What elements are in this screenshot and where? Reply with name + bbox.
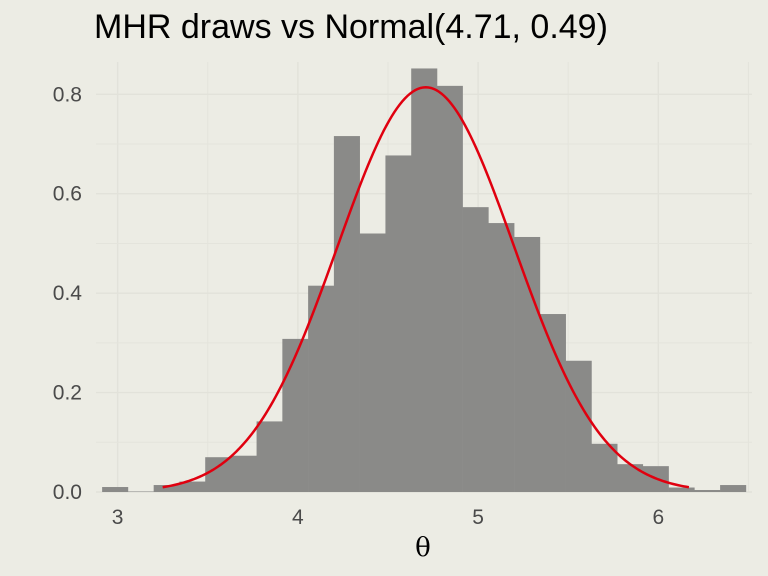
histogram-bar	[617, 464, 644, 492]
normal-density-curve	[162, 86, 690, 489]
x-axis-ticks: 3 4 5 6	[112, 506, 664, 529]
histogram-bar	[282, 338, 309, 492]
histogram-bars	[102, 68, 747, 493]
histogram-bar	[308, 285, 335, 492]
x-tick-label: 5	[472, 506, 484, 529]
chart-title: MHR draws vs Normal(4.71, 0.49)	[94, 8, 608, 46]
histogram-bar	[565, 360, 592, 492]
histogram-bar	[102, 487, 129, 492]
x-tick-label: 4	[292, 506, 304, 529]
histogram-bar	[591, 443, 618, 492]
histogram-bar	[436, 85, 463, 493]
x-axis-title: θ	[415, 533, 431, 563]
histogram-bar	[462, 207, 489, 492]
histogram-bar	[153, 485, 180, 492]
histogram-bar	[179, 481, 206, 492]
x-tick-label: 6	[652, 506, 664, 529]
histogram-bar	[205, 457, 232, 492]
y-tick-label: 0.4	[53, 282, 83, 305]
histogram-bar	[411, 68, 438, 492]
x-tick-label: 3	[112, 506, 124, 529]
y-tick-label: 0.8	[53, 83, 82, 106]
histogram-bar	[359, 233, 386, 493]
histogram-bar	[385, 155, 412, 492]
y-tick-label: 0.6	[53, 183, 82, 206]
histogram-bar	[539, 314, 566, 492]
histogram-bar	[333, 136, 360, 492]
histogram-bar	[514, 236, 541, 492]
histogram-bar	[488, 223, 515, 492]
histogram-bar	[694, 490, 721, 492]
histogram-bar	[720, 485, 747, 492]
histogram-bar	[668, 487, 695, 492]
y-tick-label: 0.0	[53, 481, 82, 504]
histogram-bar	[230, 455, 258, 492]
histogram-bar	[256, 421, 283, 492]
y-tick-label: 0.2	[53, 382, 82, 405]
y-axis-ticks: 0.0 0.2 0.4 0.6 0.8	[53, 83, 83, 504]
